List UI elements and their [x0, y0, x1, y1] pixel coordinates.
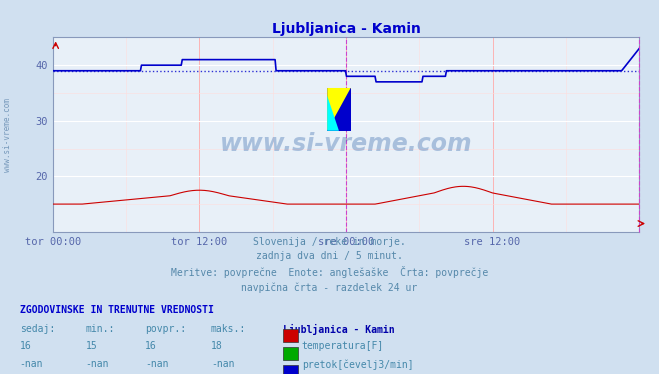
Text: 15: 15 [86, 341, 98, 352]
Text: temperatura[F]: temperatura[F] [302, 341, 384, 352]
Text: ZGODOVINSKE IN TRENUTNE VREDNOSTI: ZGODOVINSKE IN TRENUTNE VREDNOSTI [20, 305, 214, 315]
Polygon shape [328, 96, 339, 131]
Text: www.si-vreme.com: www.si-vreme.com [3, 98, 13, 172]
Text: -nan: -nan [20, 359, 43, 370]
Text: -nan: -nan [211, 359, 235, 370]
Bar [328, 88, 351, 131]
Text: Ljubljanica - Kamin: Ljubljanica - Kamin [283, 324, 395, 334]
Text: min.:: min.: [86, 324, 115, 334]
Text: pretok[čevelj3/min]: pretok[čevelj3/min] [302, 359, 413, 370]
Text: 16: 16 [20, 341, 32, 352]
Text: povpr.:: povpr.: [145, 324, 186, 334]
Text: Slovenija / reke in morje.
zadnja dva dni / 5 minut.
Meritve: povprečne  Enote: : Slovenija / reke in morje. zadnja dva dn… [171, 237, 488, 293]
Title: Ljubljanica - Kamin: Ljubljanica - Kamin [272, 22, 420, 36]
Text: 16: 16 [145, 341, 157, 352]
Text: 18: 18 [211, 341, 223, 352]
Polygon shape [328, 88, 351, 131]
Text: -nan: -nan [86, 359, 109, 370]
Text: -nan: -nan [145, 359, 169, 370]
Text: www.si-vreme.com: www.si-vreme.com [219, 132, 473, 156]
Text: maks.:: maks.: [211, 324, 246, 334]
Text: sedaj:: sedaj: [20, 324, 55, 334]
